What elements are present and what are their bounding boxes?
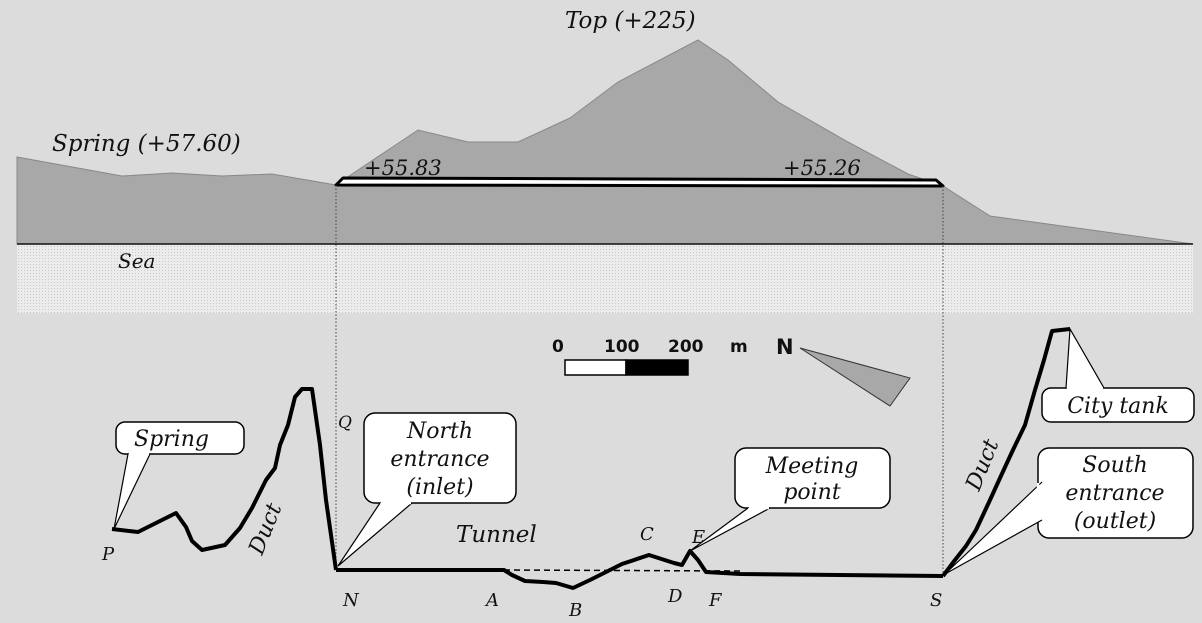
sea-band: [17, 245, 1193, 313]
spring-elevation-label: Spring (+57.60): [52, 131, 241, 157]
callout-south-entrance: South entrance (outlet): [944, 447, 1194, 575]
point-label-d: D: [667, 586, 683, 607]
point-label-s: S: [930, 590, 942, 611]
callout-north-line3: (inlet): [406, 475, 473, 500]
left-duct-path: [111, 387, 338, 571]
point-label-b: B: [568, 600, 582, 621]
point-label-c: C: [640, 524, 654, 545]
tunnel-profile: [334, 176, 945, 188]
tunnel-plan-path: [336, 549, 944, 590]
point-label-p: P: [101, 544, 115, 565]
scale-tick-0: 0: [552, 337, 564, 357]
point-label-q: Q: [338, 413, 352, 433]
callout-south-line3: (outlet): [1074, 509, 1156, 534]
callout-north-entrance: North entrance (inlet): [337, 412, 517, 567]
scale-bar: 0 100 200 m: [552, 337, 748, 376]
north-elevation-label: +55.83: [364, 156, 442, 180]
callout-city-tank: City tank: [1041, 326, 1195, 423]
tunnel-alignment-dashed: [503, 569, 743, 572]
callout-south-line2: entrance: [1065, 481, 1164, 506]
point-label-a: A: [484, 590, 499, 611]
callout-north-line2: entrance: [390, 447, 489, 472]
scale-unit: m: [730, 337, 748, 357]
point-label-n: N: [342, 590, 360, 611]
north-arrow-label: N: [776, 335, 794, 359]
callout-south-line1: South: [1082, 453, 1148, 478]
north-arrow: N: [776, 335, 911, 407]
callout-meeting-point: Meeting point: [689, 447, 891, 552]
scale-tick-100: 100: [604, 337, 640, 357]
callout-meeting-line1: Meeting: [765, 454, 859, 479]
south-elevation-label: +55.26: [783, 156, 861, 180]
right-duct-path: [941, 327, 1071, 578]
mountain-profile: [16, 39, 1194, 245]
callout-city-tank-text: City tank: [1067, 394, 1169, 419]
sea-label: Sea: [118, 249, 155, 273]
top-label: Top (+225): [565, 8, 696, 34]
callout-spring-text: Spring: [134, 427, 209, 452]
callout-north-line1: North: [406, 419, 473, 444]
scale-segment-black: [625, 359, 689, 376]
callout-meeting-line2: point: [783, 480, 841, 505]
callout-spring: Spring: [113, 421, 245, 530]
scale-segment-white: [564, 359, 627, 376]
scale-tick-200: 200: [668, 337, 704, 357]
north-arrow-icon: [799, 347, 911, 407]
tunnel-label: Tunnel: [456, 522, 537, 548]
point-label-f: F: [708, 590, 723, 611]
